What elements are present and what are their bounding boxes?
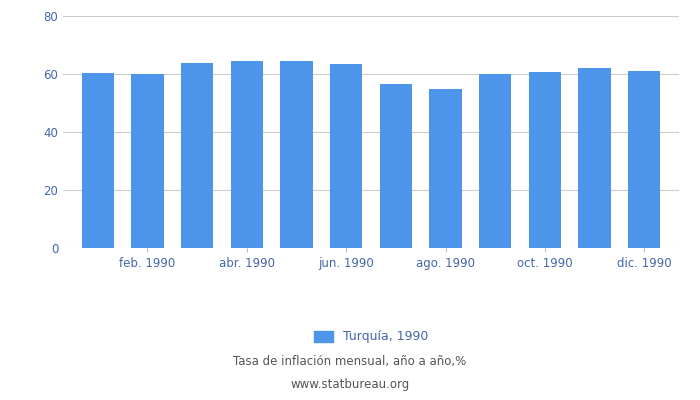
Bar bbox=[280, 61, 313, 248]
Bar bbox=[528, 72, 561, 248]
Bar bbox=[479, 74, 511, 248]
Bar bbox=[132, 74, 164, 248]
Legend: Turquía, 1990: Turquía, 1990 bbox=[309, 326, 433, 348]
Text: www.statbureau.org: www.statbureau.org bbox=[290, 378, 410, 391]
Bar bbox=[330, 64, 363, 248]
Bar bbox=[231, 61, 263, 248]
Bar bbox=[628, 71, 660, 248]
Bar bbox=[429, 89, 462, 248]
Bar bbox=[82, 74, 114, 248]
Text: Tasa de inflación mensual, año a año,%: Tasa de inflación mensual, año a año,% bbox=[233, 356, 467, 368]
Bar bbox=[578, 68, 610, 248]
Bar bbox=[379, 84, 412, 248]
Bar bbox=[181, 63, 214, 248]
